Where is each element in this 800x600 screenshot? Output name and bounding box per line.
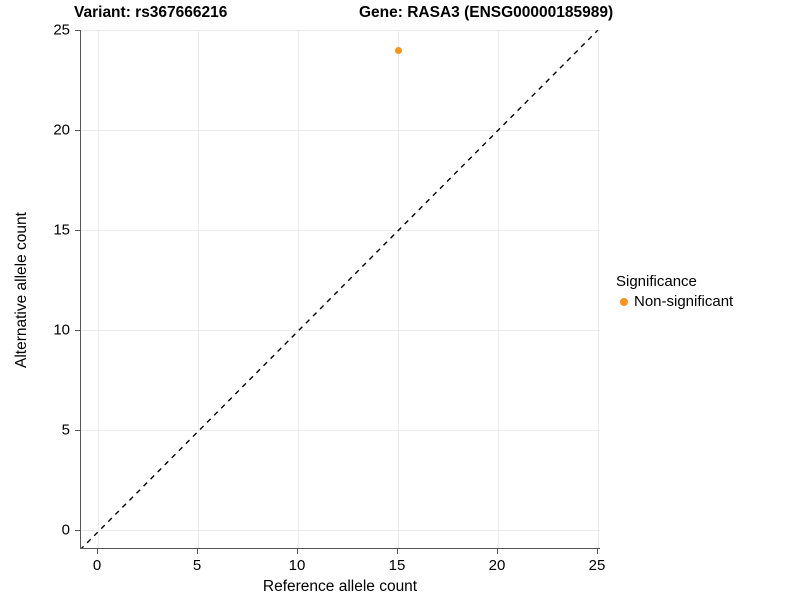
x-tick-label-10: 10 (288, 557, 306, 574)
gridline-y-5 (81, 430, 600, 431)
y-tick-label-15: 15 (53, 221, 70, 239)
gridline-x-0 (98, 30, 99, 548)
x-tick-label-25: 25 (588, 557, 606, 574)
y-tick-label-5: 5 (61, 421, 70, 439)
y-tick-label-20: 20 (53, 121, 70, 139)
x-tick-label-5: 5 (192, 557, 202, 574)
gridline-y-15 (81, 230, 600, 231)
gridline-x-5 (198, 30, 199, 548)
gridline-y-25 (81, 30, 600, 31)
y-tick-mark-10 (75, 330, 80, 331)
gridline-y-20 (81, 130, 600, 131)
y-tick-label-10: 10 (53, 321, 70, 339)
gridline-x-10 (298, 30, 299, 548)
x-tick-mark-25 (597, 549, 598, 554)
x-tick-label-15: 15 (388, 557, 406, 574)
y-tick-mark-15 (75, 230, 80, 231)
legend: Significance Non-significant (616, 272, 796, 311)
legend-item-non-significant[interactable]: Non-significant (616, 292, 796, 311)
gridline-x-15 (398, 30, 399, 548)
identity-reference-line (81, 30, 599, 548)
x-tick-mark-0 (97, 549, 98, 554)
point-marker-icon (616, 294, 632, 310)
gene-title: Gene: RASA3 (ENSG00000185989) (359, 4, 614, 21)
data-point (394, 46, 402, 54)
x-tick-mark-5 (197, 549, 198, 554)
gridline-y-10 (81, 330, 600, 331)
x-axis-title: Reference allele count (262, 578, 418, 595)
x-tick-mark-10 (297, 549, 298, 554)
x-tick-mark-15 (397, 549, 398, 554)
variant-title: Variant: rs367666216 (74, 4, 228, 21)
y-tick-label-25: 25 (53, 21, 70, 39)
legend-title: Significance (616, 273, 697, 290)
x-tick-mark-20 (497, 549, 498, 554)
gridline-x-25 (598, 30, 599, 548)
y-tick-mark-5 (75, 430, 80, 431)
y-tick-mark-0 (75, 530, 80, 531)
gridline-y-0 (81, 530, 600, 531)
y-tick-mark-20 (75, 130, 80, 131)
plot-panel (80, 30, 600, 549)
x-tick-label-0: 0 (92, 557, 102, 574)
plot-area (81, 30, 600, 548)
y-axis-title: Alternative allele count (13, 212, 30, 368)
legend-item-label: Non-significant (634, 293, 734, 310)
gridline-x-20 (498, 30, 499, 548)
y-tick-label-0: 0 (61, 521, 70, 539)
y-tick-mark-25 (75, 30, 80, 31)
x-tick-label-20: 20 (488, 557, 506, 574)
